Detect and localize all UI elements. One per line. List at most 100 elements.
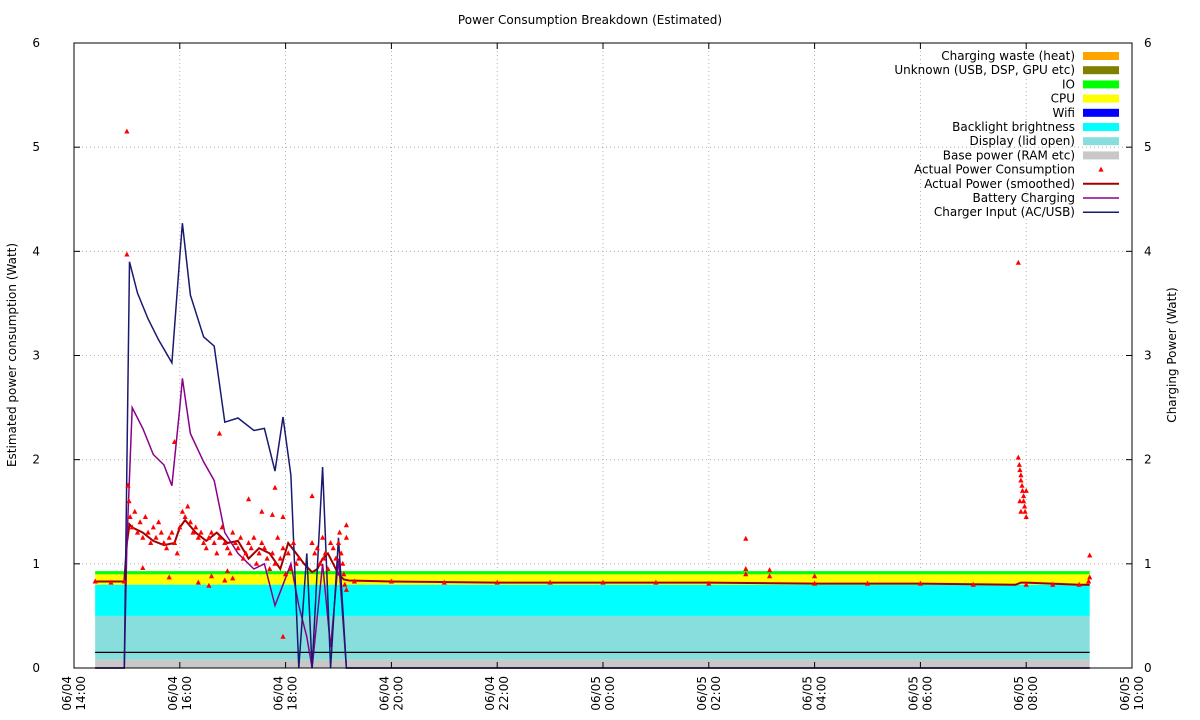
legend-swatch <box>1083 80 1119 89</box>
x-tick-label: 06/05 06:00 <box>906 676 934 711</box>
data-point <box>198 529 204 535</box>
data-point <box>653 579 659 585</box>
data-point <box>92 578 98 584</box>
data-point <box>1087 552 1093 558</box>
area-backlight-brightness <box>95 584 1090 616</box>
data-point <box>321 555 327 561</box>
data-point <box>275 534 281 540</box>
data-point <box>917 580 923 586</box>
data-point <box>743 535 749 541</box>
x-tick-date: 06/05 <box>906 676 920 711</box>
data-point <box>256 550 262 556</box>
data-point <box>314 545 320 551</box>
data-point <box>293 560 299 566</box>
legend-label: IO <box>1062 77 1075 91</box>
data-point <box>812 580 818 586</box>
y2-tick-label: 2 <box>1144 453 1152 467</box>
legend-item: Wifi <box>1053 106 1119 120</box>
data-point <box>222 577 228 583</box>
data-point <box>153 534 159 540</box>
data-point <box>309 540 315 545</box>
data-point <box>280 514 286 519</box>
data-point <box>208 573 215 579</box>
data-point <box>351 578 357 584</box>
area-base-power-ram-etc- <box>95 659 1090 668</box>
data-point <box>1016 461 1022 467</box>
y-axis-label: Estimated power consumption (Watt) <box>5 243 19 467</box>
y2-tick-label: 5 <box>1144 140 1152 154</box>
data-point <box>134 529 141 535</box>
data-point <box>251 534 257 540</box>
data-point <box>171 439 178 444</box>
data-point <box>1022 503 1028 509</box>
data-point <box>343 586 349 592</box>
data-point <box>150 524 156 530</box>
data-point <box>246 496 252 502</box>
data-point <box>267 566 273 571</box>
data-point <box>216 534 223 540</box>
x-tick-label: 06/05 10:00 <box>1118 676 1146 711</box>
data-point <box>211 540 217 545</box>
data-point <box>193 524 199 530</box>
data-point <box>547 579 553 585</box>
data-point <box>1087 574 1093 580</box>
legend-swatch <box>1083 66 1119 75</box>
legend-label: Wifi <box>1053 106 1076 120</box>
data-point <box>269 511 275 517</box>
x-tick-label: 06/04 20:00 <box>377 676 405 711</box>
x-tick-label: 06/05 02:00 <box>695 676 723 711</box>
legend-point-swatch <box>1098 166 1104 172</box>
data-point <box>1017 498 1023 504</box>
legend-item: Backlight brightness <box>952 120 1119 134</box>
legend-label: Display (lid open) <box>970 134 1075 148</box>
y-tick-label: 5 <box>32 140 40 154</box>
data-point <box>142 514 148 519</box>
area-io <box>95 571 1090 575</box>
y-tick-label: 2 <box>32 453 40 467</box>
data-point <box>214 550 220 556</box>
data-point <box>127 514 133 519</box>
legend-swatch <box>1083 108 1119 117</box>
y2-tick-label: 1 <box>1144 557 1152 571</box>
data-point <box>337 529 343 535</box>
data-point <box>1021 498 1027 504</box>
data-point <box>158 529 164 535</box>
data-point <box>706 580 712 586</box>
legend-item: Base power (RAM etc) <box>943 148 1119 162</box>
data-point <box>296 555 302 561</box>
data-point <box>1022 508 1028 514</box>
x-tick-date: 06/04 <box>483 676 497 711</box>
data-point <box>235 545 241 551</box>
data-point <box>322 550 328 556</box>
data-point <box>187 519 193 525</box>
data-point <box>259 508 265 514</box>
x-tick-date: 06/05 <box>801 676 815 711</box>
data-point <box>222 540 228 545</box>
area-display-lid-open- <box>95 615 1090 660</box>
stacked-areas <box>95 571 1090 668</box>
x-tick-label: 06/04 22:00 <box>483 676 511 711</box>
legend-swatch <box>1083 151 1119 160</box>
data-point <box>206 582 212 588</box>
data-point <box>1023 581 1029 587</box>
data-point <box>124 251 130 257</box>
data-point <box>1018 508 1024 514</box>
x-tick-label: 06/05 00:00 <box>589 676 617 711</box>
x-tick-label: 06/05 08:00 <box>1012 676 1040 711</box>
data-point <box>743 571 749 577</box>
y-tick-label: 1 <box>32 557 40 571</box>
data-point <box>441 579 447 585</box>
data-point <box>767 573 773 579</box>
y-tick-label: 3 <box>32 349 40 363</box>
data-point <box>132 508 138 514</box>
data-point <box>179 508 185 514</box>
data-point <box>277 555 283 561</box>
data-point <box>317 560 323 566</box>
data-point <box>1018 477 1024 483</box>
data-point <box>224 545 230 551</box>
legend-label: Unknown (USB, DSP, GPU etc) <box>894 63 1075 77</box>
data-point <box>227 550 233 556</box>
data-point <box>1086 578 1092 584</box>
legend-label: CPU <box>1051 92 1075 106</box>
